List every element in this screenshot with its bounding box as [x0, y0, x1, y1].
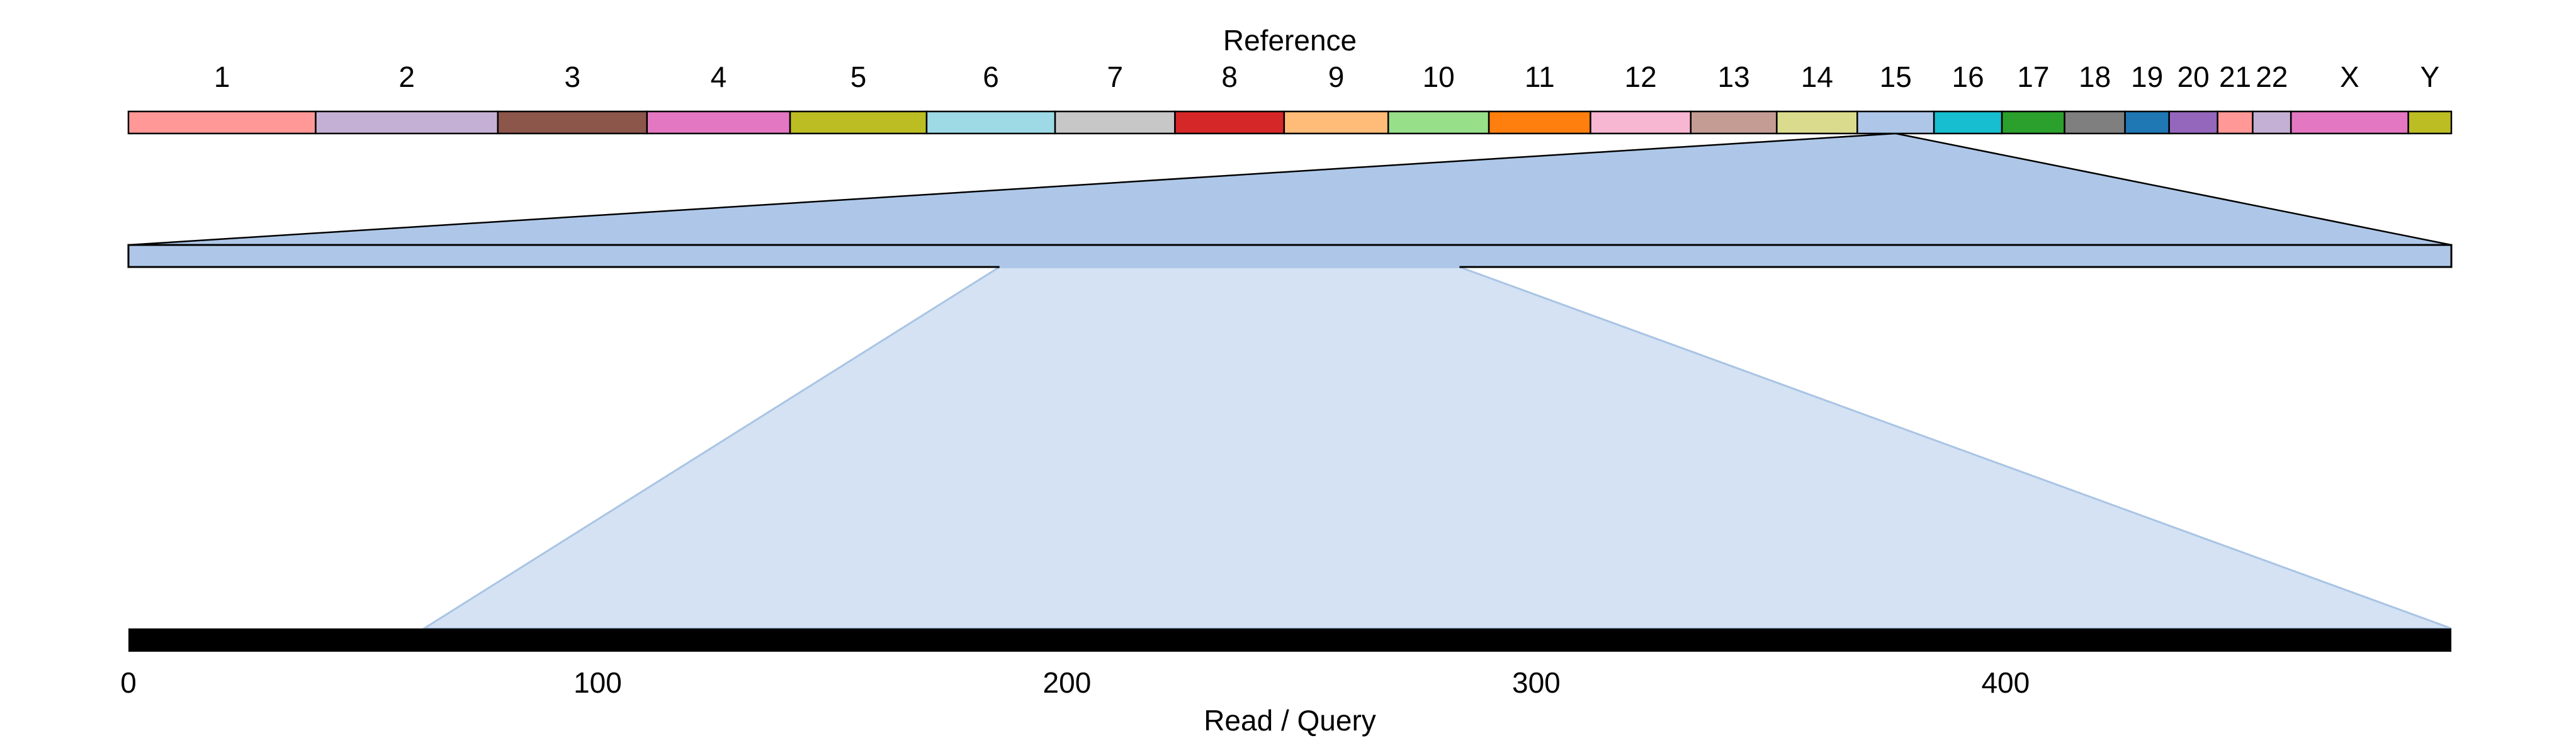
- chromosome-segment-11: [1488, 110, 1591, 135]
- alignment-trapezoid: [421, 266, 2452, 630]
- chromosome-segment-2: [315, 110, 499, 135]
- chromosome-segment-21: [2217, 110, 2254, 135]
- chromosome-segment-20: [2168, 110, 2218, 135]
- chromosome-segment-12: [1590, 110, 1692, 135]
- alignment-ribbons: [128, 132, 2452, 630]
- chromosome-label-4: 4: [711, 60, 727, 93]
- chromosome-segment-10: [1387, 110, 1490, 135]
- chromosome-label-9: 9: [1328, 60, 1345, 93]
- chromosome-label-16: 16: [1952, 60, 1984, 93]
- chromosome-segment-19: [2124, 110, 2170, 135]
- chromosome-label-21: 21: [2219, 60, 2251, 93]
- chromosome-label-10: 10: [1423, 60, 1455, 93]
- chromosome-label-18: 18: [2079, 60, 2111, 93]
- query-tick-200: 200: [1043, 666, 1092, 699]
- chromosome-label-15: 15: [1880, 60, 1912, 93]
- chromosome-segment-17: [2001, 110, 2065, 135]
- query-axis-title: Read / Query: [1204, 704, 1376, 737]
- chromosome-labels: 1 2 3 4 5 6 7 8 9 10 11 12 13 14 15 16 17 18 19 20 21 22 X Y: [214, 60, 2439, 93]
- chromosome-segment-14: [1776, 110, 1858, 135]
- chromosome-segment-5: [789, 110, 928, 135]
- chromosome-zoom-triangle: [128, 132, 2452, 246]
- query-tick-400: 400: [1981, 666, 2030, 699]
- chromosome-segment-x: [2290, 110, 2409, 135]
- reference-title: Reference: [1223, 24, 1357, 57]
- chromosome-label-7: 7: [1107, 60, 1123, 93]
- chromosome-label-11: 11: [1525, 60, 1555, 93]
- zoomed-alignment-region: [999, 246, 1460, 268]
- chromosome-segment-1: [127, 110, 317, 135]
- query-tick-labels: 0 100 200 300 400: [120, 666, 2030, 699]
- chromosome-segment-y: [2407, 110, 2453, 135]
- chromosome-label-1: 1: [214, 60, 230, 93]
- query-tick-0: 0: [120, 666, 137, 699]
- chromosome-segment-3: [497, 110, 648, 135]
- query-bar: [128, 628, 2451, 652]
- chromosome-segment-7: [1054, 110, 1176, 135]
- chromosome-label-2: 2: [398, 60, 415, 93]
- chromosome-label-13: 13: [1717, 60, 1749, 93]
- chromosome-label-5: 5: [850, 60, 867, 93]
- chromosome-label-8: 8: [1221, 60, 1238, 93]
- chromosome-segment-18: [2064, 110, 2126, 135]
- query-tick-100: 100: [573, 666, 622, 699]
- chromosome-label-14: 14: [1801, 60, 1833, 93]
- chromosome-segment-22: [2252, 110, 2292, 135]
- chromosome-label-19: 19: [2131, 60, 2163, 93]
- chromosome-label-22: 22: [2256, 60, 2288, 93]
- chromosome-segment-13: [1690, 110, 1778, 135]
- chromosome-segment-4: [646, 110, 791, 135]
- chromosome-label-3: 3: [565, 60, 581, 93]
- chromosome-label-x: X: [2340, 60, 2359, 93]
- chromosome-segment-16: [1933, 110, 2003, 135]
- chromosome-label-6: 6: [983, 60, 999, 93]
- chromosome-label-17: 17: [2017, 60, 2049, 93]
- chromosome-segment-15: [1856, 110, 1935, 135]
- chromosome-segment-9: [1283, 110, 1389, 135]
- chromosome-label-12: 12: [1625, 60, 1657, 93]
- chromosome-segment-6: [925, 110, 1056, 135]
- query-tick-300: 300: [1512, 666, 1561, 699]
- reference-chromosome-bar: [127, 110, 2453, 135]
- chromosome-label-y: Y: [2420, 60, 2439, 93]
- chromosome-label-20: 20: [2178, 60, 2210, 93]
- chromosome-segment-8: [1174, 110, 1285, 135]
